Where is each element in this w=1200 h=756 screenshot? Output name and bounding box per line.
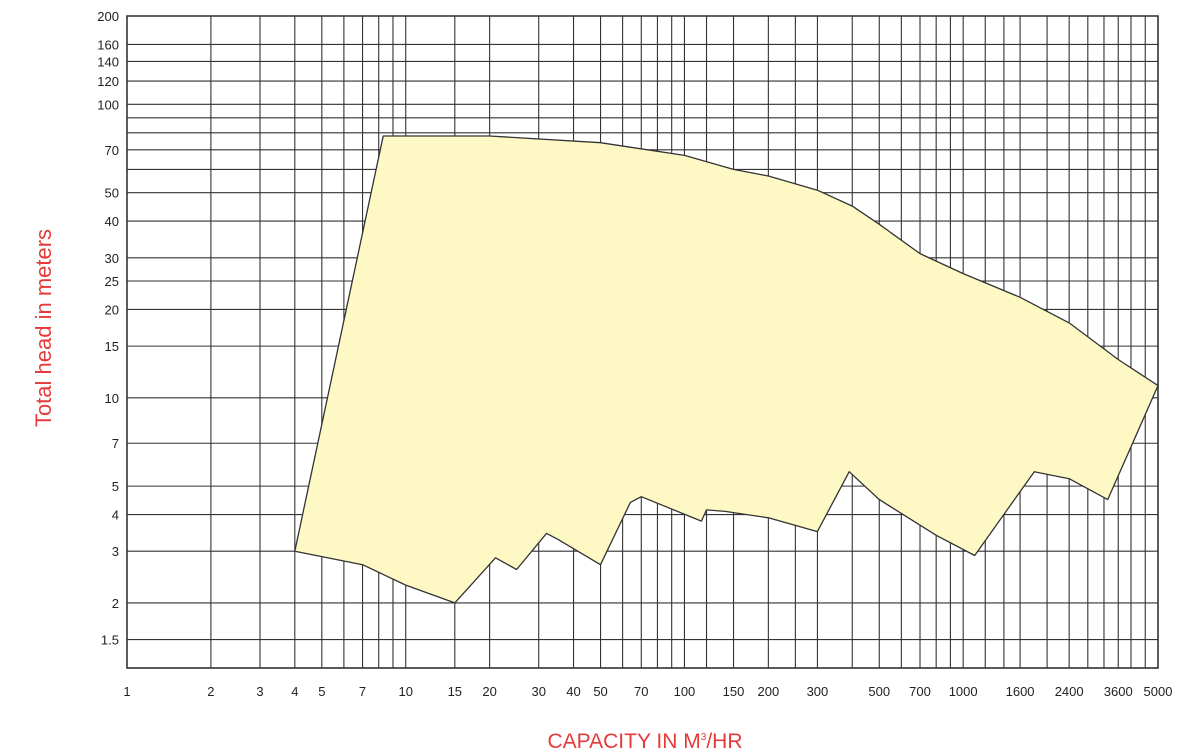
- x-tick-label: 70: [634, 684, 648, 699]
- x-axis-label-main: CAPACITY IN M: [547, 730, 701, 753]
- operating-range-region: [294, 135, 1159, 604]
- y-tick-label: 5: [112, 479, 119, 494]
- x-tick-labels: 1 2 3 4 5 7 10 15 20 30 40 50 70 100 150 200 300 500 700 10…: [123, 684, 1172, 699]
- x-tick-label: 1000: [949, 684, 978, 699]
- x-axis-label-sup: 3: [700, 732, 707, 743]
- x-tick-label: 5: [318, 684, 325, 699]
- x-tick-label: 300: [807, 684, 829, 699]
- y-tick-label: 20: [105, 302, 119, 317]
- y-tick-label: 200: [97, 9, 119, 24]
- x-tick-label: 100: [674, 684, 696, 699]
- x-tick-label: 1600: [1006, 684, 1035, 699]
- y-tick-label: 1.5: [101, 633, 119, 648]
- y-tick-label: 70: [105, 143, 119, 158]
- x-tick-label: 3600: [1104, 684, 1133, 699]
- y-axis-label: Total head in meters: [31, 228, 56, 428]
- x-tick-label: 5000: [1144, 684, 1173, 699]
- x-tick-label: 1: [123, 684, 130, 699]
- x-tick-label: 500: [868, 684, 890, 699]
- operating-range-area: [294, 135, 1159, 604]
- x-tick-label: 10: [398, 684, 412, 699]
- y-tick-label: 25: [105, 274, 119, 289]
- y-tick-label: 10: [105, 391, 119, 406]
- y-tick-label: 30: [105, 251, 119, 266]
- x-axis-label: CAPACITY IN M3/HR: [548, 730, 743, 754]
- x-tick-label: 200: [758, 684, 780, 699]
- x-tick-label: 40: [566, 684, 580, 699]
- x-tick-label: 30: [531, 684, 545, 699]
- y-tick-labels: 1.5 2 3 4 5 7 10 15 20 25 30 40 50 70 100 120 140 160 200: [97, 9, 119, 648]
- x-tick-label: 4: [291, 684, 298, 699]
- y-tick-label: 120: [97, 74, 119, 89]
- x-tick-label: 2: [207, 684, 214, 699]
- y-tick-label: 50: [105, 186, 119, 201]
- y-tick-label: 2: [112, 596, 119, 611]
- y-tick-label: 4: [112, 508, 119, 523]
- y-tick-label: 160: [97, 37, 119, 52]
- y-tick-label: 7: [112, 436, 119, 451]
- x-tick-label: 2400: [1055, 684, 1084, 699]
- y-tick-label: 15: [105, 339, 119, 354]
- x-tick-label: 700: [909, 684, 931, 699]
- y-tick-label: 40: [105, 214, 119, 229]
- x-tick-label: 3: [256, 684, 263, 699]
- x-tick-label: 7: [359, 684, 366, 699]
- y-tick-label: 140: [97, 54, 119, 69]
- y-tick-label: 3: [112, 544, 119, 559]
- x-axis-label-suffix: /HR: [706, 730, 743, 753]
- y-tick-label: 100: [97, 97, 119, 112]
- x-tick-label: 15: [448, 684, 462, 699]
- x-tick-label: 50: [593, 684, 607, 699]
- x-tick-label: 20: [482, 684, 496, 699]
- x-tick-label: 150: [723, 684, 745, 699]
